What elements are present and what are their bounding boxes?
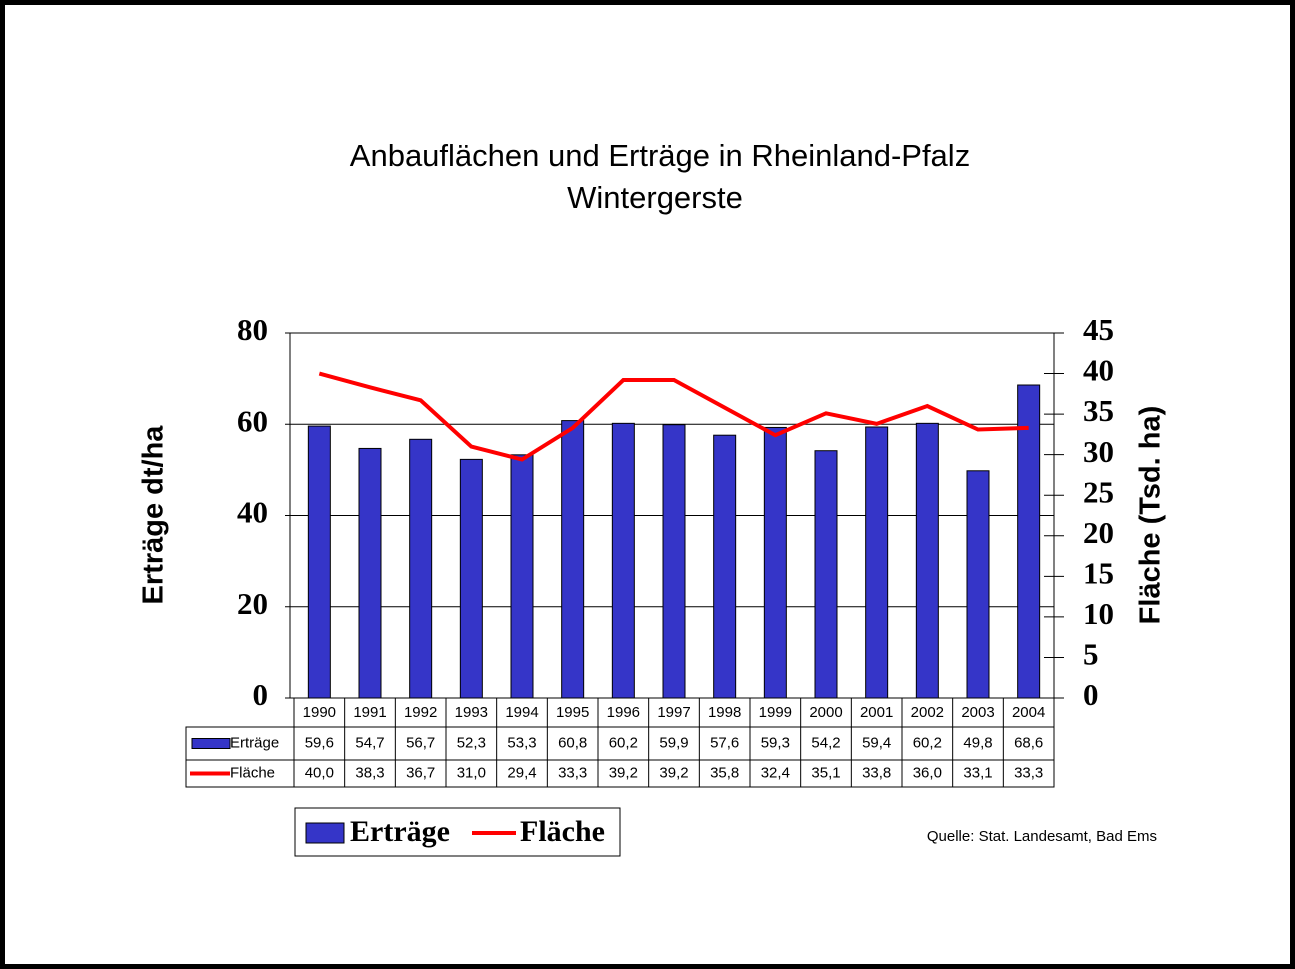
y-tick-label: 40 [237, 495, 268, 530]
y-tick-label: 80 [237, 312, 268, 347]
table-cell: 39,2 [609, 764, 638, 781]
y2-tick-label: 5 [1083, 637, 1099, 672]
x-tick-label: 1991 [353, 704, 386, 721]
table-cell: 60,8 [558, 734, 587, 751]
x-tick-label: 2000 [809, 704, 842, 721]
line [318, 371, 1029, 462]
chart-title: Anbauflächen und Erträge in Rheinland-Pf… [350, 138, 970, 173]
bar [1017, 384, 1041, 699]
y2-tick-label: 30 [1083, 434, 1114, 469]
x-tick-label: 1994 [505, 704, 538, 721]
bar [662, 424, 686, 699]
bar [865, 426, 889, 699]
x-tick-label: 1993 [455, 704, 488, 721]
y2-axis-title: Fläche (Tsd. ha) [1135, 406, 1167, 625]
table-cell: 59,6 [305, 734, 334, 751]
x-tick-label: 1997 [657, 704, 690, 721]
y-tick-label: 60 [237, 403, 268, 438]
y-tick-label: 20 [237, 586, 268, 621]
table-cell: 52,3 [457, 734, 486, 751]
bar [966, 470, 990, 699]
y-tick-label: 0 [253, 677, 269, 712]
legend-box [294, 807, 621, 857]
y2-tick-label: 15 [1083, 555, 1114, 590]
table-cell: 33,3 [558, 764, 587, 781]
bar [611, 422, 635, 699]
x-tick-label: 1990 [303, 704, 336, 721]
table-cell: 53,3 [507, 734, 536, 751]
table-cell: 56,7 [406, 734, 435, 751]
x-tick-label: 2001 [860, 704, 893, 721]
bar [459, 458, 483, 699]
table-cell: 33,3 [1014, 764, 1043, 781]
table-legend-key [191, 738, 231, 749]
table-cell: 59,3 [761, 734, 790, 751]
table-cell: 57,6 [710, 734, 739, 751]
x-tick-label: 1998 [708, 704, 741, 721]
legend-label: Fläche [520, 815, 605, 848]
x-tick-label: 1996 [607, 704, 640, 721]
x-tick-label: 1995 [556, 704, 589, 721]
y2-tick-label: 0 [1083, 677, 1099, 712]
table-cell: 49,8 [963, 734, 992, 751]
table-cell: 39,2 [659, 764, 688, 781]
y2-tick-label: 10 [1083, 596, 1114, 631]
table-cell: 31,0 [457, 764, 486, 781]
x-tick-label: 2002 [911, 704, 944, 721]
table-row-label: Erträge [230, 734, 279, 751]
table-cell: 54,2 [811, 734, 840, 751]
source-note: Quelle: Stat. Landesamt, Bad Ems [927, 828, 1157, 845]
bar [409, 438, 433, 699]
table-cell: 38,3 [355, 764, 384, 781]
bar [713, 434, 737, 699]
bar [510, 454, 534, 699]
y-axis-title: Erträge dt/ha [138, 425, 170, 605]
table-cell: 59,4 [862, 734, 891, 751]
legend-key [305, 822, 345, 844]
x-tick-label: 1999 [759, 704, 792, 721]
table-cell: 29,4 [507, 764, 536, 781]
bar [814, 450, 838, 699]
y2-tick-label: 35 [1083, 393, 1114, 428]
table-cell: 32,4 [761, 764, 790, 781]
table-cell: 68,6 [1014, 734, 1043, 751]
x-tick-label: 2003 [961, 704, 994, 721]
y2-tick-label: 45 [1083, 312, 1114, 347]
table-cell: 40,0 [305, 764, 334, 781]
table-cell: 35,1 [811, 764, 840, 781]
bar [915, 422, 939, 699]
y2-tick-label: 20 [1083, 515, 1114, 550]
y2-tick-label: 25 [1083, 474, 1114, 509]
table-cell: 36,7 [406, 764, 435, 781]
table-cell: 54,7 [355, 734, 384, 751]
chart-subtitle: Wintergerste [567, 180, 743, 215]
x-tick-label: 2004 [1012, 704, 1045, 721]
bar [561, 420, 585, 699]
legend-label: Erträge [350, 815, 450, 848]
table-row-label: Fläche [230, 764, 275, 781]
x-tick-label: 1992 [404, 704, 437, 721]
y2-tick-label: 40 [1083, 353, 1114, 388]
bar [763, 426, 787, 699]
table-border [185, 726, 1055, 788]
table-cell: 60,2 [913, 734, 942, 751]
table-cell: 35,8 [710, 764, 739, 781]
table-cell: 36,0 [913, 764, 942, 781]
bar [358, 447, 382, 699]
bar [307, 425, 331, 699]
table-cell: 59,9 [659, 734, 688, 751]
table-cell: 60,2 [609, 734, 638, 751]
table-cell: 33,8 [862, 764, 891, 781]
table-cell: 33,1 [963, 764, 992, 781]
